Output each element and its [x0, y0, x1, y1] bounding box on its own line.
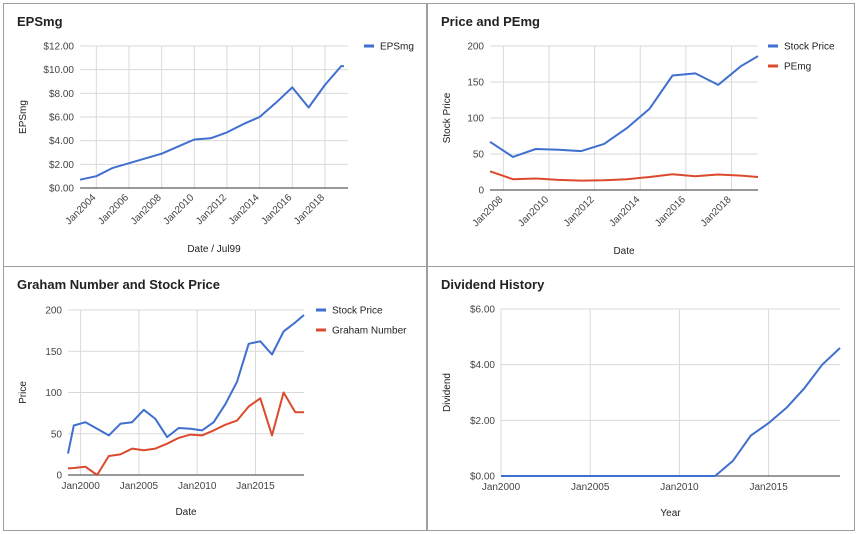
legend-label: Stock Price: [332, 306, 383, 317]
epsmg-chart-panel: EPSmg $0.00 $2.00 $4.00 $6.00 $8.00 $10.00 $12.…: [3, 3, 427, 267]
x-tick-label: Jan2006: [96, 192, 131, 227]
y-tick-label: $6.00: [470, 305, 495, 316]
y-tick-label: $4.00: [49, 136, 74, 147]
x-tick-label: Jan2012: [562, 194, 597, 229]
x-tick-label: Jan2010: [162, 192, 197, 227]
price-pemg-chart-panel: Price and PEmg 0 50 100 150 200 Jan2008 Jan2010…: [427, 3, 855, 267]
x-tick-label: Jan2004: [64, 192, 99, 227]
y-tick-label: $10.00: [43, 65, 74, 76]
chart-title: Graham Number and Stock Price: [17, 277, 220, 292]
y-axis-label: EPSmg: [18, 100, 29, 134]
y-tick-label: 150: [467, 78, 484, 89]
y-tick-label: 200: [467, 42, 484, 53]
y-tick-label: 0: [478, 186, 484, 197]
chart-title: Price and PEmg: [441, 14, 540, 29]
y-tick-label: 100: [467, 114, 484, 125]
graham-number-chart: Graham Number and Stock Price 0 50 100 150 20…: [17, 277, 407, 518]
graham-number-chart-panel: Graham Number and Stock Price 0 50 100 150 20…: [3, 266, 427, 531]
x-tick-label: Jan2010: [660, 482, 699, 493]
series-line-graham-number: [67, 391, 304, 476]
series-line-stock-price: [67, 314, 305, 454]
x-axis-label: Date / Jul99: [187, 244, 241, 255]
y-axis-label: Dividend: [442, 373, 453, 412]
x-tick-label: Jan2000: [61, 481, 100, 492]
x-tick-label: Jan2012: [194, 192, 229, 227]
y-tick-label: $4.00: [470, 360, 495, 371]
x-tick-label: Jan2015: [749, 482, 788, 493]
x-tick-label: Jan2005: [120, 481, 159, 492]
x-tick-label: Jan2010: [178, 481, 217, 492]
legend-label: EPSmg: [380, 42, 414, 53]
y-tick-label: $8.00: [49, 89, 74, 100]
x-tick-label: Jan2014: [227, 192, 262, 227]
series-line-epsmg: [79, 65, 344, 181]
legend-label: Graham Number: [332, 326, 407, 337]
price-pemg-chart: Price and PEmg 0 50 100 150 200 Jan2008 Jan2010…: [441, 14, 835, 257]
x-axis-label: Date: [175, 507, 197, 518]
y-tick-label: 150: [45, 347, 62, 358]
y-axis-label: Stock Price: [442, 92, 453, 143]
epsmg-chart: EPSmg $0.00 $2.00 $4.00 $6.00 $8.00 $10.00 $12.…: [17, 14, 414, 255]
series-line-dividend: [501, 347, 841, 477]
x-tick-label: Jan2018: [292, 192, 327, 227]
series-line-stock-price: [489, 55, 759, 158]
y-tick-label: 50: [473, 150, 485, 161]
y-tick-label: 100: [45, 388, 62, 399]
y-tick-label: 0: [56, 471, 62, 482]
legend-label: Stock Price: [784, 42, 835, 53]
y-tick-label: 50: [51, 429, 63, 440]
series-line-pemg: [489, 170, 759, 182]
x-tick-label: Jan2016: [259, 192, 294, 227]
x-tick-label: Jan2015: [236, 481, 275, 492]
dividend-history-chart-panel: Dividend History $0.00 $2.00 $4.00 $6.00 Jan2…: [427, 266, 855, 531]
x-axis-label: Date: [613, 246, 635, 257]
y-tick-label: $2.00: [49, 160, 74, 171]
dividend-history-chart: Dividend History $0.00 $2.00 $4.00 $6.00 Jan2…: [441, 277, 841, 519]
x-tick-label: Jan2016: [653, 194, 688, 229]
x-tick-label: Jan2000: [482, 482, 521, 493]
chart-title: Dividend History: [441, 277, 545, 292]
x-tick-label: Jan2010: [516, 194, 551, 229]
x-tick-label: Jan2005: [571, 482, 610, 493]
x-tick-label: Jan2018: [699, 194, 734, 229]
x-tick-label: Jan2008: [129, 192, 164, 227]
y-tick-label: $0.00: [49, 184, 74, 195]
x-axis-label: Year: [660, 508, 681, 519]
chart-title: EPSmg: [17, 14, 63, 29]
legend-label: PEmg: [784, 62, 811, 73]
y-axis-label: Price: [18, 381, 29, 404]
y-tick-label: $2.00: [470, 416, 495, 427]
x-tick-label: Jan2008: [471, 194, 506, 229]
y-tick-label: $12.00: [43, 42, 74, 53]
y-tick-label: $6.00: [49, 113, 74, 124]
x-tick-label: Jan2014: [607, 194, 642, 229]
y-tick-label: $0.00: [470, 472, 495, 483]
y-tick-label: 200: [45, 306, 62, 317]
